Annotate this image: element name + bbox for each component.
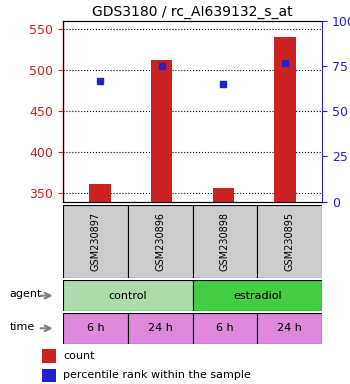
Text: GSM230898: GSM230898 — [220, 212, 230, 271]
Text: count: count — [63, 351, 94, 361]
Bar — [257, 313, 322, 344]
Bar — [42, 349, 56, 363]
Bar — [193, 313, 257, 344]
Bar — [128, 313, 192, 344]
Bar — [89, 184, 111, 202]
Bar — [63, 205, 128, 278]
Bar — [128, 205, 192, 278]
Bar — [42, 369, 56, 382]
Text: estradiol: estradiol — [233, 291, 281, 301]
Text: agent: agent — [9, 289, 42, 299]
Bar — [63, 280, 193, 311]
Text: 6 h: 6 h — [86, 323, 104, 333]
Bar — [212, 189, 234, 202]
Bar — [274, 37, 296, 202]
Title: GDS3180 / rc_AI639132_s_at: GDS3180 / rc_AI639132_s_at — [92, 5, 293, 19]
Text: 6 h: 6 h — [216, 323, 234, 333]
Text: time: time — [9, 322, 35, 332]
Text: 24 h: 24 h — [277, 323, 302, 333]
Text: GSM230895: GSM230895 — [285, 212, 295, 271]
Bar — [151, 60, 173, 202]
Text: GSM230896: GSM230896 — [155, 212, 165, 271]
Text: GSM230897: GSM230897 — [90, 212, 100, 271]
Bar — [257, 205, 322, 278]
Text: control: control — [108, 291, 147, 301]
Bar — [193, 280, 322, 311]
Bar — [193, 205, 257, 278]
Text: 24 h: 24 h — [148, 323, 173, 333]
Bar — [63, 313, 128, 344]
Text: percentile rank within the sample: percentile rank within the sample — [63, 370, 251, 380]
